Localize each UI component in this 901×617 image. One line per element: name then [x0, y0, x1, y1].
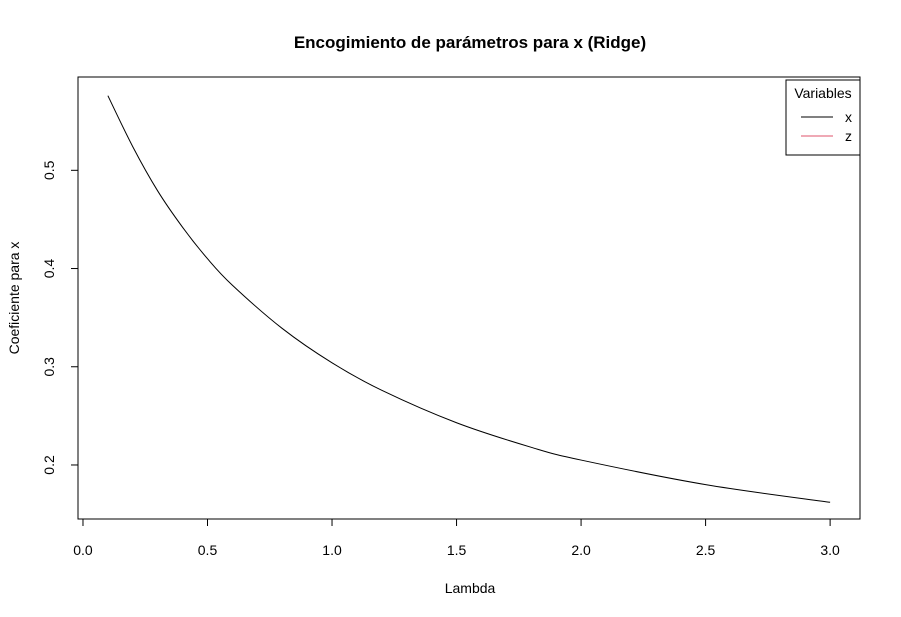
- x-tick-label: 2.5: [696, 542, 716, 558]
- x-tick-label: 0.5: [198, 542, 218, 558]
- x-tick-label: 1.5: [447, 542, 467, 558]
- x-axis: 0.0 0.5 1.0 1.5 2.0 2.5 3.0: [73, 518, 840, 558]
- series-layer: [107, 95, 831, 503]
- plot-frame: [77, 76, 861, 520]
- series-line-x: [107, 95, 831, 503]
- x-tick-label: 2.0: [571, 542, 591, 558]
- y-tick-label: 0.2: [41, 455, 57, 475]
- y-tick-label: 0.3: [41, 357, 57, 377]
- x-axis-label: Lambda: [445, 580, 496, 596]
- x-tick-label: 1.0: [322, 542, 342, 558]
- y-axis: 0.2 0.3 0.4 0.5: [41, 160, 79, 475]
- y-tick-label: 0.4: [41, 259, 57, 279]
- legend-label-z: z: [845, 128, 852, 144]
- legend-label-x: x: [845, 109, 852, 125]
- chart-title: Encogimiento de parámetros para x (Ridge…: [294, 33, 646, 52]
- y-axis-label: Coeficiente para x: [6, 242, 22, 355]
- x-tick-label: 0.0: [73, 542, 93, 558]
- y-tick-label: 0.5: [41, 160, 57, 180]
- legend: Variables x z: [785, 79, 861, 156]
- x-tick-label: 3.0: [820, 542, 840, 558]
- legend-title: Variables: [794, 85, 851, 101]
